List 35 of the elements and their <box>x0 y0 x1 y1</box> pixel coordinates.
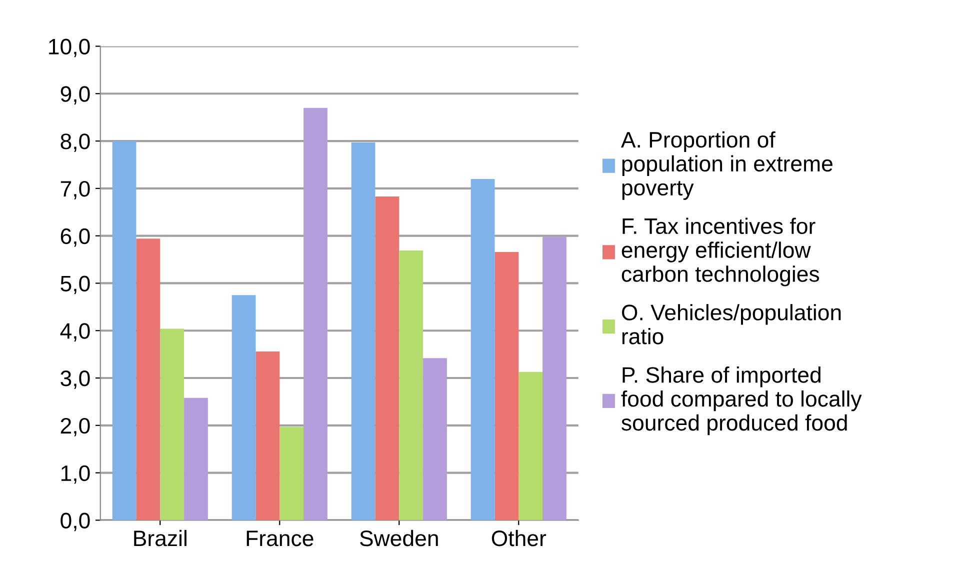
y-tick-label: 6,0 <box>60 228 90 247</box>
y-tick-label: 10,0 <box>49 38 90 58</box>
bar <box>136 238 160 520</box>
y-tick-label: 9,0 <box>60 86 90 105</box>
bar <box>232 295 256 520</box>
bar <box>423 358 447 520</box>
y-tick-label: 1,0 <box>61 465 90 484</box>
x-tick-label: Other <box>492 530 546 546</box>
y-tick-label: 0,0 <box>60 512 90 532</box>
x-tick-label: Sweden <box>360 530 438 546</box>
bar <box>494 252 519 520</box>
bar <box>351 142 376 520</box>
legend-label: A. Proportion of population in extreme poverty <box>620 131 832 200</box>
x-tick-label: Brazil <box>134 530 186 546</box>
bar <box>280 426 304 520</box>
bar <box>112 141 136 520</box>
bar <box>470 178 495 520</box>
y-tick-label: 2,0 <box>60 418 90 436</box>
bar <box>399 250 424 520</box>
y-tick-label: 5,0 <box>60 276 90 294</box>
y-tick-label: 4,0 <box>60 323 90 342</box>
y-tick-label: 7,0 <box>60 180 90 200</box>
y-tick-label: 8,0 <box>60 134 90 152</box>
bar <box>304 108 328 520</box>
legend-label: O. Vehicles/population ratio <box>622 304 841 344</box>
bar <box>375 196 400 520</box>
y-tick-label: 3,0 <box>60 370 90 389</box>
bar <box>542 236 566 520</box>
legend-label: P. Share of imported food compared to locally sourced produced food <box>621 366 862 436</box>
legend-label: F. Tax incentives for energy efficient/low carbon technologies <box>622 218 820 286</box>
bar <box>184 398 208 520</box>
bar <box>518 372 543 520</box>
bar <box>256 351 280 520</box>
bar <box>160 328 184 520</box>
x-tick-label: France <box>246 530 314 546</box>
